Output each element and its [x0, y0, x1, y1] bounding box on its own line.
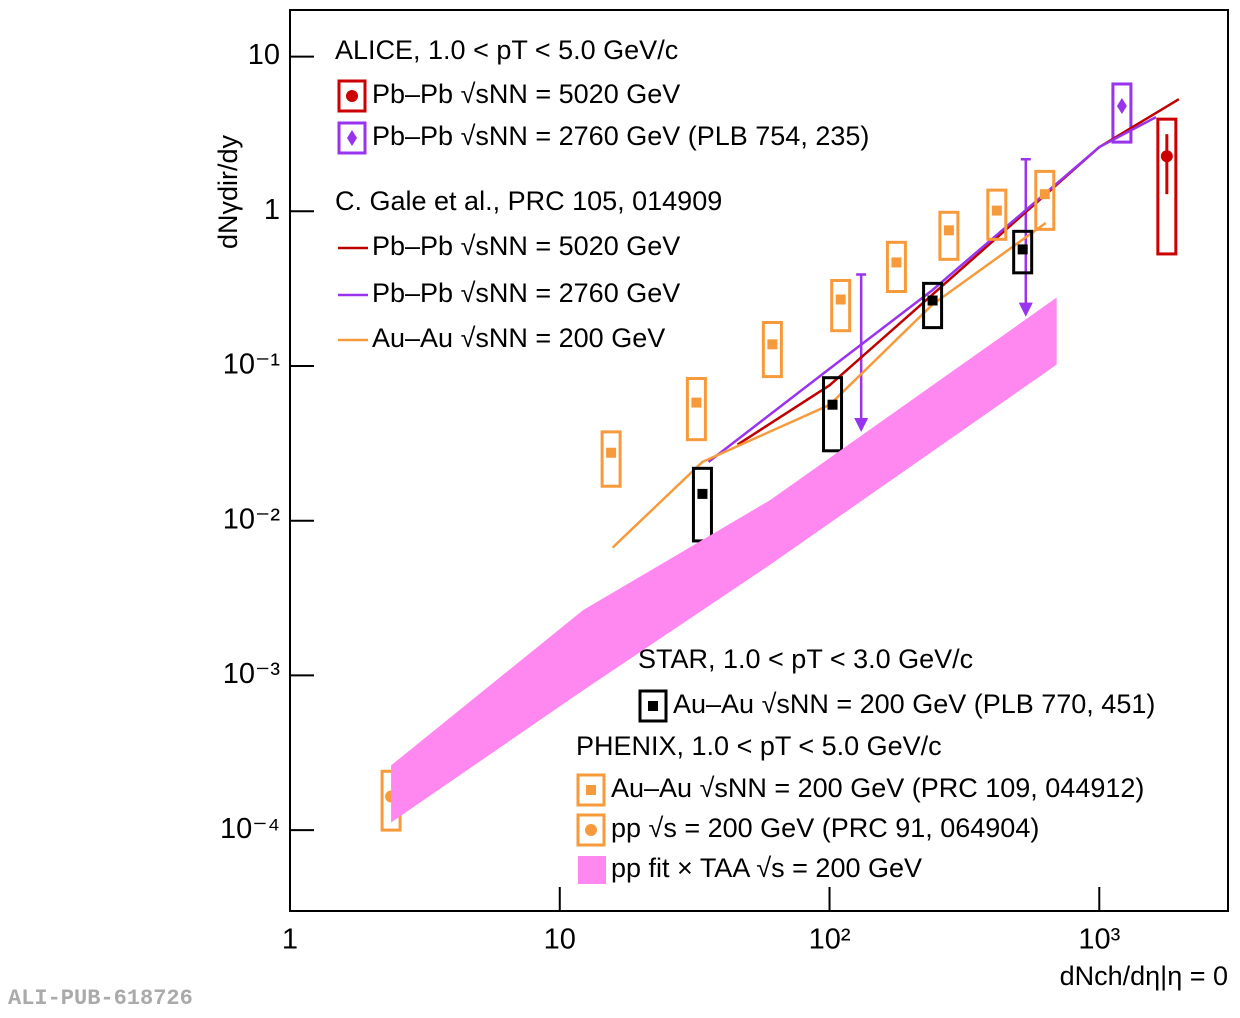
legend-heading: C. Gale et al., PRC 105, 014909	[335, 186, 722, 216]
legend-label: Pb–Pb √sNN = 5020 GeV	[372, 231, 680, 261]
upper-limit-arrow	[854, 273, 869, 433]
legend-label: pp fit × TAA √s = 200 GeV	[611, 853, 922, 883]
data-point	[1039, 189, 1050, 200]
legend-marker	[586, 785, 596, 795]
x-axis-title: dNch/dη|η = 0	[1060, 961, 1228, 991]
legend-band	[578, 856, 606, 884]
y-tick-label: 10	[248, 39, 280, 71]
legend-marker	[585, 824, 597, 836]
data-point	[697, 488, 708, 499]
sys-box	[691, 466, 713, 543]
sys-box	[1111, 82, 1133, 144]
theory-line	[736, 98, 1180, 446]
sys-box	[1034, 169, 1056, 231]
data-point	[835, 294, 846, 305]
y-tick-label: 10⁻⁴	[220, 813, 280, 845]
data-point	[943, 225, 954, 236]
data-point	[891, 257, 902, 268]
data-point	[1160, 150, 1173, 163]
data-point	[927, 295, 938, 306]
data-point	[827, 399, 838, 410]
y-tick-label: 1	[264, 194, 280, 226]
y-axis-title: dNγdir/dy	[213, 135, 243, 250]
x-tick-label: 10³	[1078, 924, 1120, 956]
legend-label: Au–Au √sNN = 200 GeV (PLB 770, 451)	[673, 689, 1155, 719]
x-tick-label: 10²	[809, 924, 851, 956]
legend-marker	[648, 701, 658, 711]
x-tick-label: 1	[282, 924, 298, 956]
sys-box	[986, 188, 1008, 241]
sys-box	[938, 210, 960, 261]
watermark: ALI-PUB-618726	[8, 986, 193, 1011]
y-tick-label: 10⁻³	[223, 658, 281, 690]
legend-heading: ALICE, 1.0 < pT < 5.0 GeV/c	[335, 35, 678, 65]
data-point	[1017, 244, 1028, 255]
sys-box	[685, 377, 707, 442]
data-point	[767, 339, 778, 350]
sys-box	[1156, 117, 1178, 256]
legend-box	[576, 813, 606, 847]
sys-box	[830, 278, 852, 333]
legend-marker	[346, 90, 358, 102]
legend-box	[337, 121, 367, 155]
y-tick-label: 10⁻²	[223, 503, 281, 535]
sys-box	[1012, 229, 1034, 275]
data-point	[1116, 98, 1127, 115]
legend-label: Pb–Pb √sNN = 5020 GeV	[372, 79, 680, 109]
legend-box	[576, 773, 606, 807]
data-point	[991, 205, 1002, 216]
legend-box	[638, 689, 668, 723]
sys-box	[761, 321, 783, 379]
theory-line	[707, 116, 1157, 463]
x-tick-label: 10	[544, 924, 576, 956]
legend-box	[337, 79, 367, 113]
legend-label: Au–Au √sNN = 200 GeV (PRC 109, 044912)	[611, 773, 1144, 803]
legend-label: Pb–Pb √sNN = 2760 GeV	[372, 278, 680, 308]
data-point	[606, 447, 617, 458]
y-tick-label: 10⁻¹	[223, 349, 281, 381]
band	[391, 297, 1057, 823]
legend-label: Pb–Pb √sNN = 2760 GeV (PLB 754, 235)	[372, 121, 869, 151]
legend-heading: STAR, 1.0 < pT < 3.0 GeV/c	[638, 644, 973, 674]
legend-label: pp √s = 200 GeV (PRC 91, 064904)	[611, 813, 1039, 843]
sys-box	[822, 376, 844, 453]
legend-label: Au–Au √sNN = 200 GeV	[372, 323, 665, 353]
plot-frame	[289, 9, 1229, 912]
legend-heading: PHENIX, 1.0 < pT < 5.0 GeV/c	[576, 731, 942, 761]
data-point	[691, 397, 702, 408]
legend-marker	[347, 130, 357, 146]
sys-box	[922, 281, 944, 330]
sys-box	[600, 430, 622, 488]
sys-box	[885, 240, 907, 294]
